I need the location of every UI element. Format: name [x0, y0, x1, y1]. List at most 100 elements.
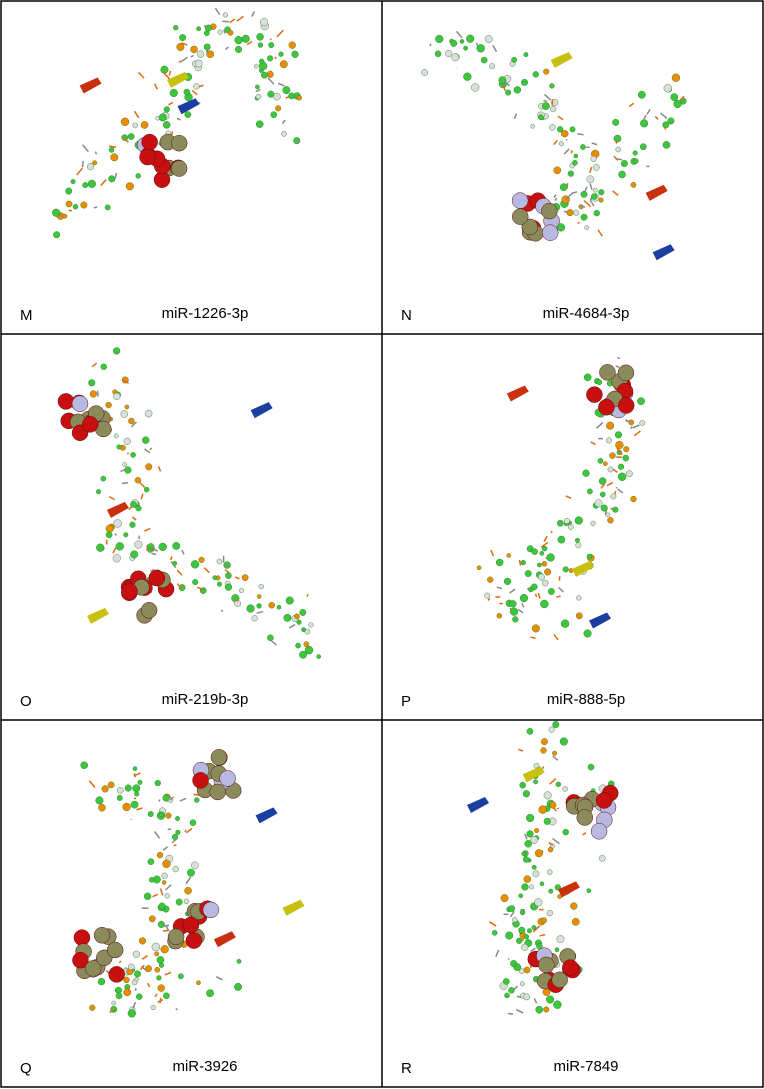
atom — [267, 55, 274, 62]
atom — [80, 761, 88, 769]
bond — [180, 56, 189, 63]
atom — [156, 975, 162, 981]
bond — [165, 884, 172, 891]
atom — [132, 766, 138, 771]
atom — [206, 50, 215, 59]
atom — [523, 52, 529, 58]
bond — [642, 114, 647, 121]
atom — [147, 858, 155, 866]
atom — [663, 84, 672, 93]
atom — [115, 992, 123, 1000]
atom — [172, 542, 181, 550]
bond — [455, 30, 463, 39]
atom — [526, 813, 535, 823]
atom — [541, 560, 548, 567]
atom — [535, 1005, 544, 1014]
atom — [593, 187, 598, 193]
atom — [434, 50, 442, 58]
atom — [282, 86, 291, 95]
atom — [505, 89, 512, 96]
atom — [463, 45, 469, 51]
atom — [187, 868, 195, 877]
panel-letter: N — [401, 307, 412, 324]
sphere-atom — [167, 928, 185, 946]
atom — [541, 738, 548, 746]
atom — [138, 937, 147, 945]
atom — [640, 119, 649, 128]
atom — [530, 583, 538, 591]
atom — [544, 568, 552, 576]
atom — [279, 60, 288, 69]
atom — [546, 995, 555, 1004]
atom — [538, 805, 547, 814]
bond — [133, 772, 141, 777]
atom — [612, 118, 620, 126]
atom — [183, 88, 191, 96]
sphere-atom — [511, 192, 529, 209]
bond — [553, 139, 558, 146]
atom — [540, 917, 547, 924]
atom — [124, 404, 130, 410]
atom — [534, 849, 543, 858]
atom — [216, 581, 222, 587]
atom — [552, 750, 558, 756]
bond — [150, 546, 159, 552]
atom — [270, 111, 278, 119]
atom — [541, 545, 548, 552]
atom — [105, 524, 114, 533]
bond — [256, 610, 264, 614]
atom — [288, 92, 295, 100]
atom — [508, 905, 516, 912]
atom — [96, 543, 105, 552]
bond — [274, 56, 277, 60]
atom — [194, 797, 200, 803]
panel-label: miR-1226-3p — [162, 305, 249, 322]
atom — [121, 134, 129, 141]
bond — [81, 144, 90, 153]
sphere-atom — [599, 364, 616, 381]
atom — [127, 1009, 136, 1018]
atom — [580, 213, 588, 221]
atom — [65, 187, 73, 195]
bond — [532, 925, 541, 933]
atom — [115, 542, 124, 551]
sphere-atom — [576, 809, 594, 826]
atom — [128, 417, 135, 425]
bond — [100, 179, 107, 186]
bond — [122, 137, 129, 143]
atom — [283, 613, 292, 622]
bond — [276, 29, 284, 38]
atom — [529, 884, 535, 890]
bond — [614, 490, 617, 495]
atom — [476, 44, 485, 53]
bond — [633, 430, 641, 437]
bond — [539, 933, 546, 937]
atom — [503, 577, 512, 585]
atom — [590, 520, 596, 526]
atom — [134, 791, 140, 797]
atom — [130, 550, 139, 559]
atom — [575, 612, 583, 620]
atom — [548, 888, 554, 894]
atom — [526, 830, 534, 838]
atom — [112, 347, 121, 355]
bond — [584, 186, 588, 192]
sphere-atom — [108, 966, 125, 983]
bond — [185, 827, 193, 834]
ribbon — [282, 899, 305, 916]
atom — [161, 872, 168, 879]
atom — [495, 558, 504, 567]
atom — [132, 784, 141, 793]
atom — [130, 800, 139, 809]
atom — [239, 588, 244, 593]
atom — [542, 579, 549, 587]
ribbon — [213, 931, 236, 948]
atom — [583, 629, 592, 638]
atom — [258, 583, 264, 590]
bond — [139, 481, 146, 488]
bond — [509, 911, 515, 918]
bond — [565, 192, 574, 200]
bond — [215, 976, 223, 981]
atom — [154, 951, 160, 957]
